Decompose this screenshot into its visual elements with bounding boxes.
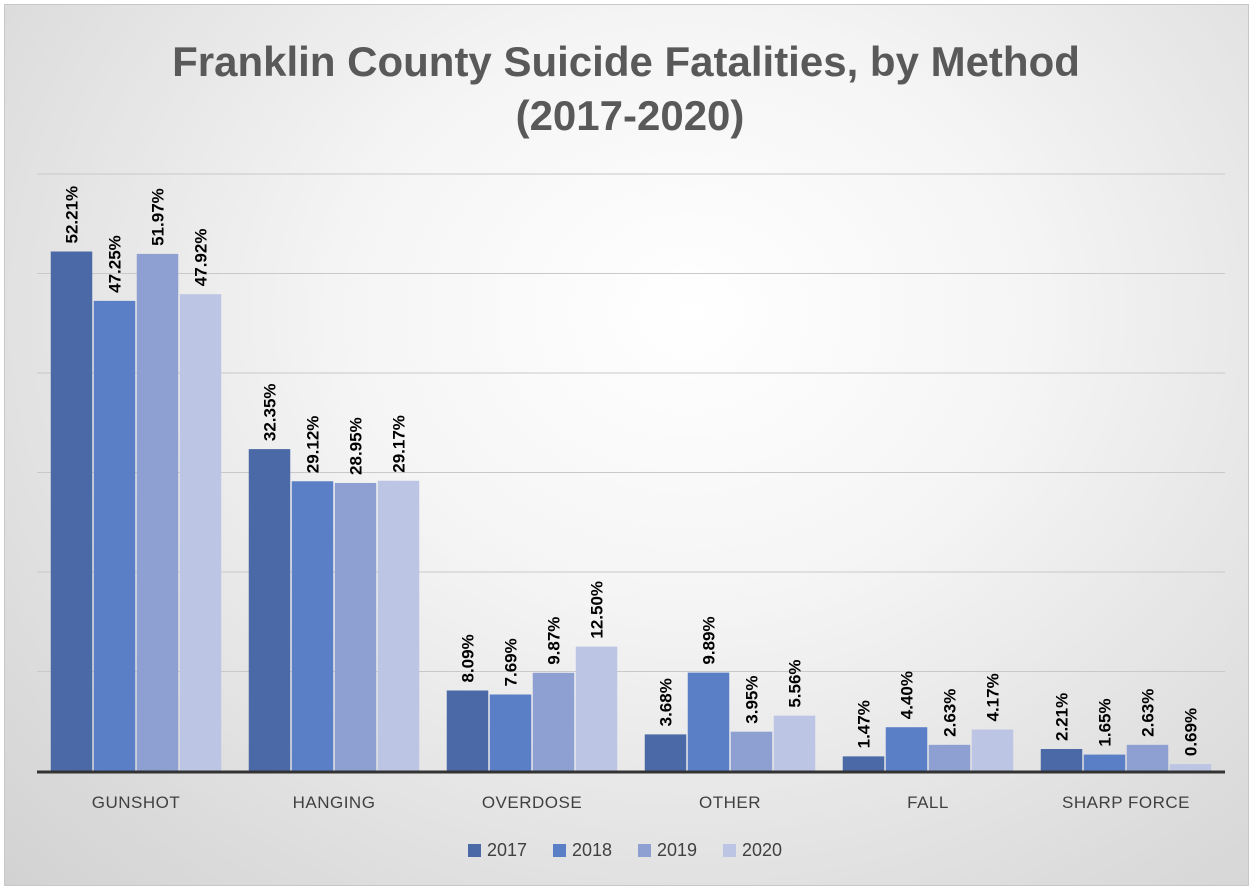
- data-label: 4.17%: [984, 673, 1003, 721]
- data-label: 4.40%: [898, 671, 917, 719]
- bar: [885, 727, 928, 771]
- bar: [971, 729, 1014, 771]
- bar: [489, 694, 532, 771]
- bar: [377, 480, 420, 771]
- category-label: SHARP FORCE: [1062, 793, 1190, 812]
- data-label: 2.21%: [1053, 693, 1072, 741]
- bar: [1169, 764, 1212, 771]
- chart-title: Franklin County Suicide Fatalities, by M…: [172, 38, 1080, 85]
- bar: [93, 300, 136, 771]
- data-label: 12.50%: [588, 581, 607, 639]
- data-label: 28.95%: [347, 417, 366, 475]
- legend: 2017 2018 2019 2020: [468, 840, 782, 860]
- data-label: 5.56%: [786, 659, 805, 707]
- bar: [50, 251, 93, 771]
- category-labels: GUNSHOT HANGING OVERDOSE OTHER FALL SHARP FOR…: [92, 793, 1190, 812]
- data-label: 3.68%: [657, 678, 676, 726]
- legend-swatch: [723, 844, 736, 857]
- data-label: 7.69%: [502, 638, 521, 686]
- legend-swatch: [468, 844, 481, 857]
- chart-subtitle: (2017-2020): [516, 92, 745, 139]
- bar: [1126, 744, 1169, 771]
- data-label: 51.97%: [149, 188, 168, 246]
- data-label: 1.65%: [1096, 698, 1115, 746]
- bar: [575, 646, 618, 771]
- gridlines: [37, 173, 1225, 672]
- bar: [291, 481, 334, 771]
- bar: [773, 715, 816, 771]
- bar: [334, 482, 377, 771]
- data-label: 2.63%: [941, 689, 960, 737]
- data-label: 47.25%: [106, 235, 125, 293]
- bar: [532, 672, 575, 771]
- bar: [1040, 749, 1083, 771]
- category-label: FALL: [907, 793, 949, 812]
- data-label: 52.21%: [63, 186, 82, 244]
- data-label: 8.09%: [459, 634, 478, 682]
- bar: [687, 672, 730, 771]
- bars: [50, 251, 1212, 771]
- bar: [446, 690, 489, 771]
- bar: [136, 253, 179, 771]
- data-label: 2.63%: [1139, 689, 1158, 737]
- category-label: GUNSHOT: [92, 793, 181, 812]
- data-label: 29.12%: [304, 416, 323, 474]
- data-label: 1.47%: [855, 700, 874, 748]
- legend-label: 2019: [657, 840, 697, 860]
- data-label: 47.92%: [192, 229, 211, 287]
- legend-label: 2018: [572, 840, 612, 860]
- category-label: OTHER: [699, 793, 761, 812]
- legend-label: 2020: [742, 840, 782, 860]
- value-labels: 52.21% 47.25% 51.97% 47.92% 32.35% 29.12% 28.9…: [63, 186, 1201, 756]
- bar: [248, 449, 291, 771]
- bar: [1083, 754, 1126, 771]
- category-label: OVERDOSE: [482, 793, 582, 812]
- data-label: 3.95%: [743, 675, 762, 723]
- data-label: 9.87%: [545, 617, 564, 665]
- data-label: 29.17%: [390, 415, 409, 473]
- bar: [644, 734, 687, 771]
- bar: [730, 731, 773, 771]
- category-label: HANGING: [293, 793, 376, 812]
- data-label: 0.69%: [1182, 708, 1201, 756]
- legend-swatch: [553, 844, 566, 857]
- legend-swatch: [638, 844, 651, 857]
- data-label: 9.89%: [700, 616, 719, 664]
- bar: [842, 756, 885, 771]
- bar: [179, 294, 222, 771]
- legend-label: 2017: [487, 840, 527, 860]
- data-label: 32.35%: [261, 383, 280, 441]
- bar: [928, 744, 971, 771]
